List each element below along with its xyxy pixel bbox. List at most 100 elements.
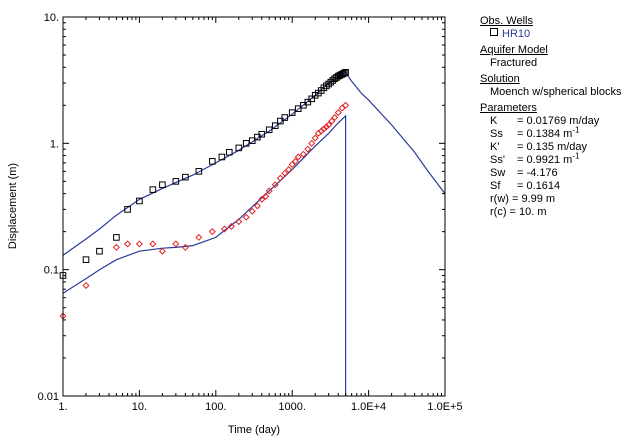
legend-well-name: HR10 bbox=[502, 28, 531, 40]
square-data-point bbox=[113, 234, 120, 241]
square-data-point bbox=[96, 247, 103, 255]
square-data-point bbox=[248, 137, 256, 144]
diamond-data-point bbox=[158, 247, 166, 255]
square-data-point bbox=[235, 144, 243, 152]
param-ss-prime: Ss' = 0.9921 m-1 bbox=[490, 151, 580, 166]
square-data-point bbox=[159, 181, 166, 189]
diamond-data-point bbox=[149, 240, 157, 248]
diamond-data-point bbox=[291, 157, 299, 165]
y-axis-title: Displacement (m) bbox=[7, 163, 19, 249]
diamond-data-point bbox=[82, 281, 90, 289]
param-rw: r(w) = 9.99 m bbox=[490, 193, 556, 205]
square-data-point bbox=[323, 82, 330, 90]
solution-header: Solution bbox=[480, 73, 520, 85]
y-tick-label: 10. bbox=[44, 12, 59, 24]
aquifer-model-value: Fractured bbox=[490, 57, 538, 69]
square-data-point bbox=[271, 122, 279, 129]
square-data-point bbox=[195, 168, 203, 175]
square-data-point bbox=[172, 178, 180, 185]
diamond-data-point bbox=[258, 195, 266, 203]
legend-panel: Obs. Wells HR10 Aquifer Model Fractured … bbox=[480, 12, 635, 219]
param-sw: Sw = -4.176 bbox=[490, 167, 558, 179]
diamond-data-point bbox=[285, 166, 293, 174]
square-data-point bbox=[281, 114, 289, 121]
y-tick-label: 0.1 bbox=[44, 265, 59, 277]
diamond-data-point bbox=[227, 222, 235, 230]
legend-item-hr10: HR10 bbox=[480, 28, 635, 41]
diamond-data-point bbox=[281, 169, 289, 177]
diamond-data-point bbox=[172, 240, 180, 248]
x-tick-label: 1.0E+5 bbox=[427, 401, 462, 413]
square-data-point bbox=[209, 158, 216, 165]
solution-value: Moench w/spherical blocks bbox=[490, 86, 622, 98]
diamond-data-point bbox=[253, 202, 261, 210]
square-data-point bbox=[342, 68, 349, 76]
diamond-data-point bbox=[320, 125, 328, 133]
param-k-prime: K' = 0.135 m/day bbox=[490, 141, 588, 153]
diamond-data-point bbox=[331, 114, 339, 122]
diamond-data-point bbox=[242, 213, 250, 221]
obs-wells-header: Obs. Wells bbox=[480, 15, 533, 27]
model-curve-line bbox=[62, 114, 347, 396]
diamond-data-point bbox=[276, 174, 284, 182]
model-curves bbox=[62, 71, 446, 396]
square-data-point bbox=[325, 80, 332, 88]
diamond-data-point bbox=[322, 123, 330, 131]
diamond-data-point bbox=[112, 243, 120, 251]
diamond-data-point bbox=[308, 139, 316, 147]
square-data-point bbox=[294, 105, 302, 112]
diamond-data-point bbox=[220, 225, 229, 233]
x-tick-label: 1.0E+4 bbox=[351, 401, 386, 413]
x-tick-label: 100. bbox=[205, 401, 226, 413]
diamond-data-point bbox=[271, 181, 279, 189]
aquifer-model-header: Aquifer Model bbox=[480, 44, 548, 56]
plot-frame bbox=[62, 16, 446, 397]
square-data-point bbox=[225, 148, 233, 156]
square-data-point bbox=[124, 206, 131, 213]
square-data-point bbox=[82, 256, 90, 263]
diamond-data-point bbox=[299, 150, 307, 158]
square-data-point bbox=[149, 186, 157, 193]
diamond-data-point bbox=[195, 233, 203, 241]
diamond-data-point bbox=[181, 243, 189, 251]
diamond-data-point bbox=[317, 127, 325, 135]
diamond-data-point bbox=[235, 218, 243, 226]
diamond-data-point bbox=[124, 240, 132, 248]
square-data-point bbox=[288, 109, 296, 116]
diamond-data-point bbox=[328, 117, 336, 125]
param-ss: Ss = 0.1384 m-1 bbox=[490, 125, 580, 140]
diamond-data-point bbox=[334, 109, 342, 117]
param-sf: Sf = 0.1614 bbox=[490, 180, 561, 192]
diamond-data-point bbox=[265, 187, 273, 195]
parameters-header: Parameters bbox=[480, 102, 537, 114]
square-data-point bbox=[218, 153, 226, 161]
square-data-point bbox=[308, 95, 316, 103]
diamond-data-point bbox=[338, 104, 346, 112]
diamond-data-point bbox=[325, 121, 333, 129]
parameters-list: K = 0.01769 m/day Ss = 0.1384 m-1 K' = 0.13… bbox=[480, 115, 635, 219]
model-curve-line bbox=[62, 71, 446, 256]
square-marker-icon bbox=[490, 28, 498, 36]
y-tick-label: 1. bbox=[50, 138, 59, 150]
diamond-data-point bbox=[208, 228, 216, 236]
diamond-data-point bbox=[311, 134, 319, 142]
y-tick-label: 0.01 bbox=[38, 391, 59, 403]
x-tick-label: 1000. bbox=[278, 401, 306, 413]
param-rc: r(c) = 10. m bbox=[490, 206, 547, 218]
square-data-point bbox=[136, 197, 143, 205]
diamond-data-point bbox=[304, 145, 312, 153]
x-axis-title: Time (day) bbox=[228, 424, 280, 436]
x-tick-label: 10. bbox=[132, 401, 147, 413]
data-markers bbox=[59, 68, 350, 320]
square-data-point bbox=[265, 126, 273, 134]
param-k: K = 0.01769 m/day bbox=[490, 115, 600, 127]
square-data-point bbox=[258, 130, 266, 138]
square-data-point bbox=[277, 117, 284, 125]
x-tick-label: 1. bbox=[58, 401, 67, 413]
diamond-data-point bbox=[294, 153, 302, 161]
diamond-data-point bbox=[342, 101, 350, 109]
square-data-point bbox=[327, 78, 335, 86]
square-data-point bbox=[182, 173, 189, 181]
diamond-data-point bbox=[248, 207, 256, 215]
